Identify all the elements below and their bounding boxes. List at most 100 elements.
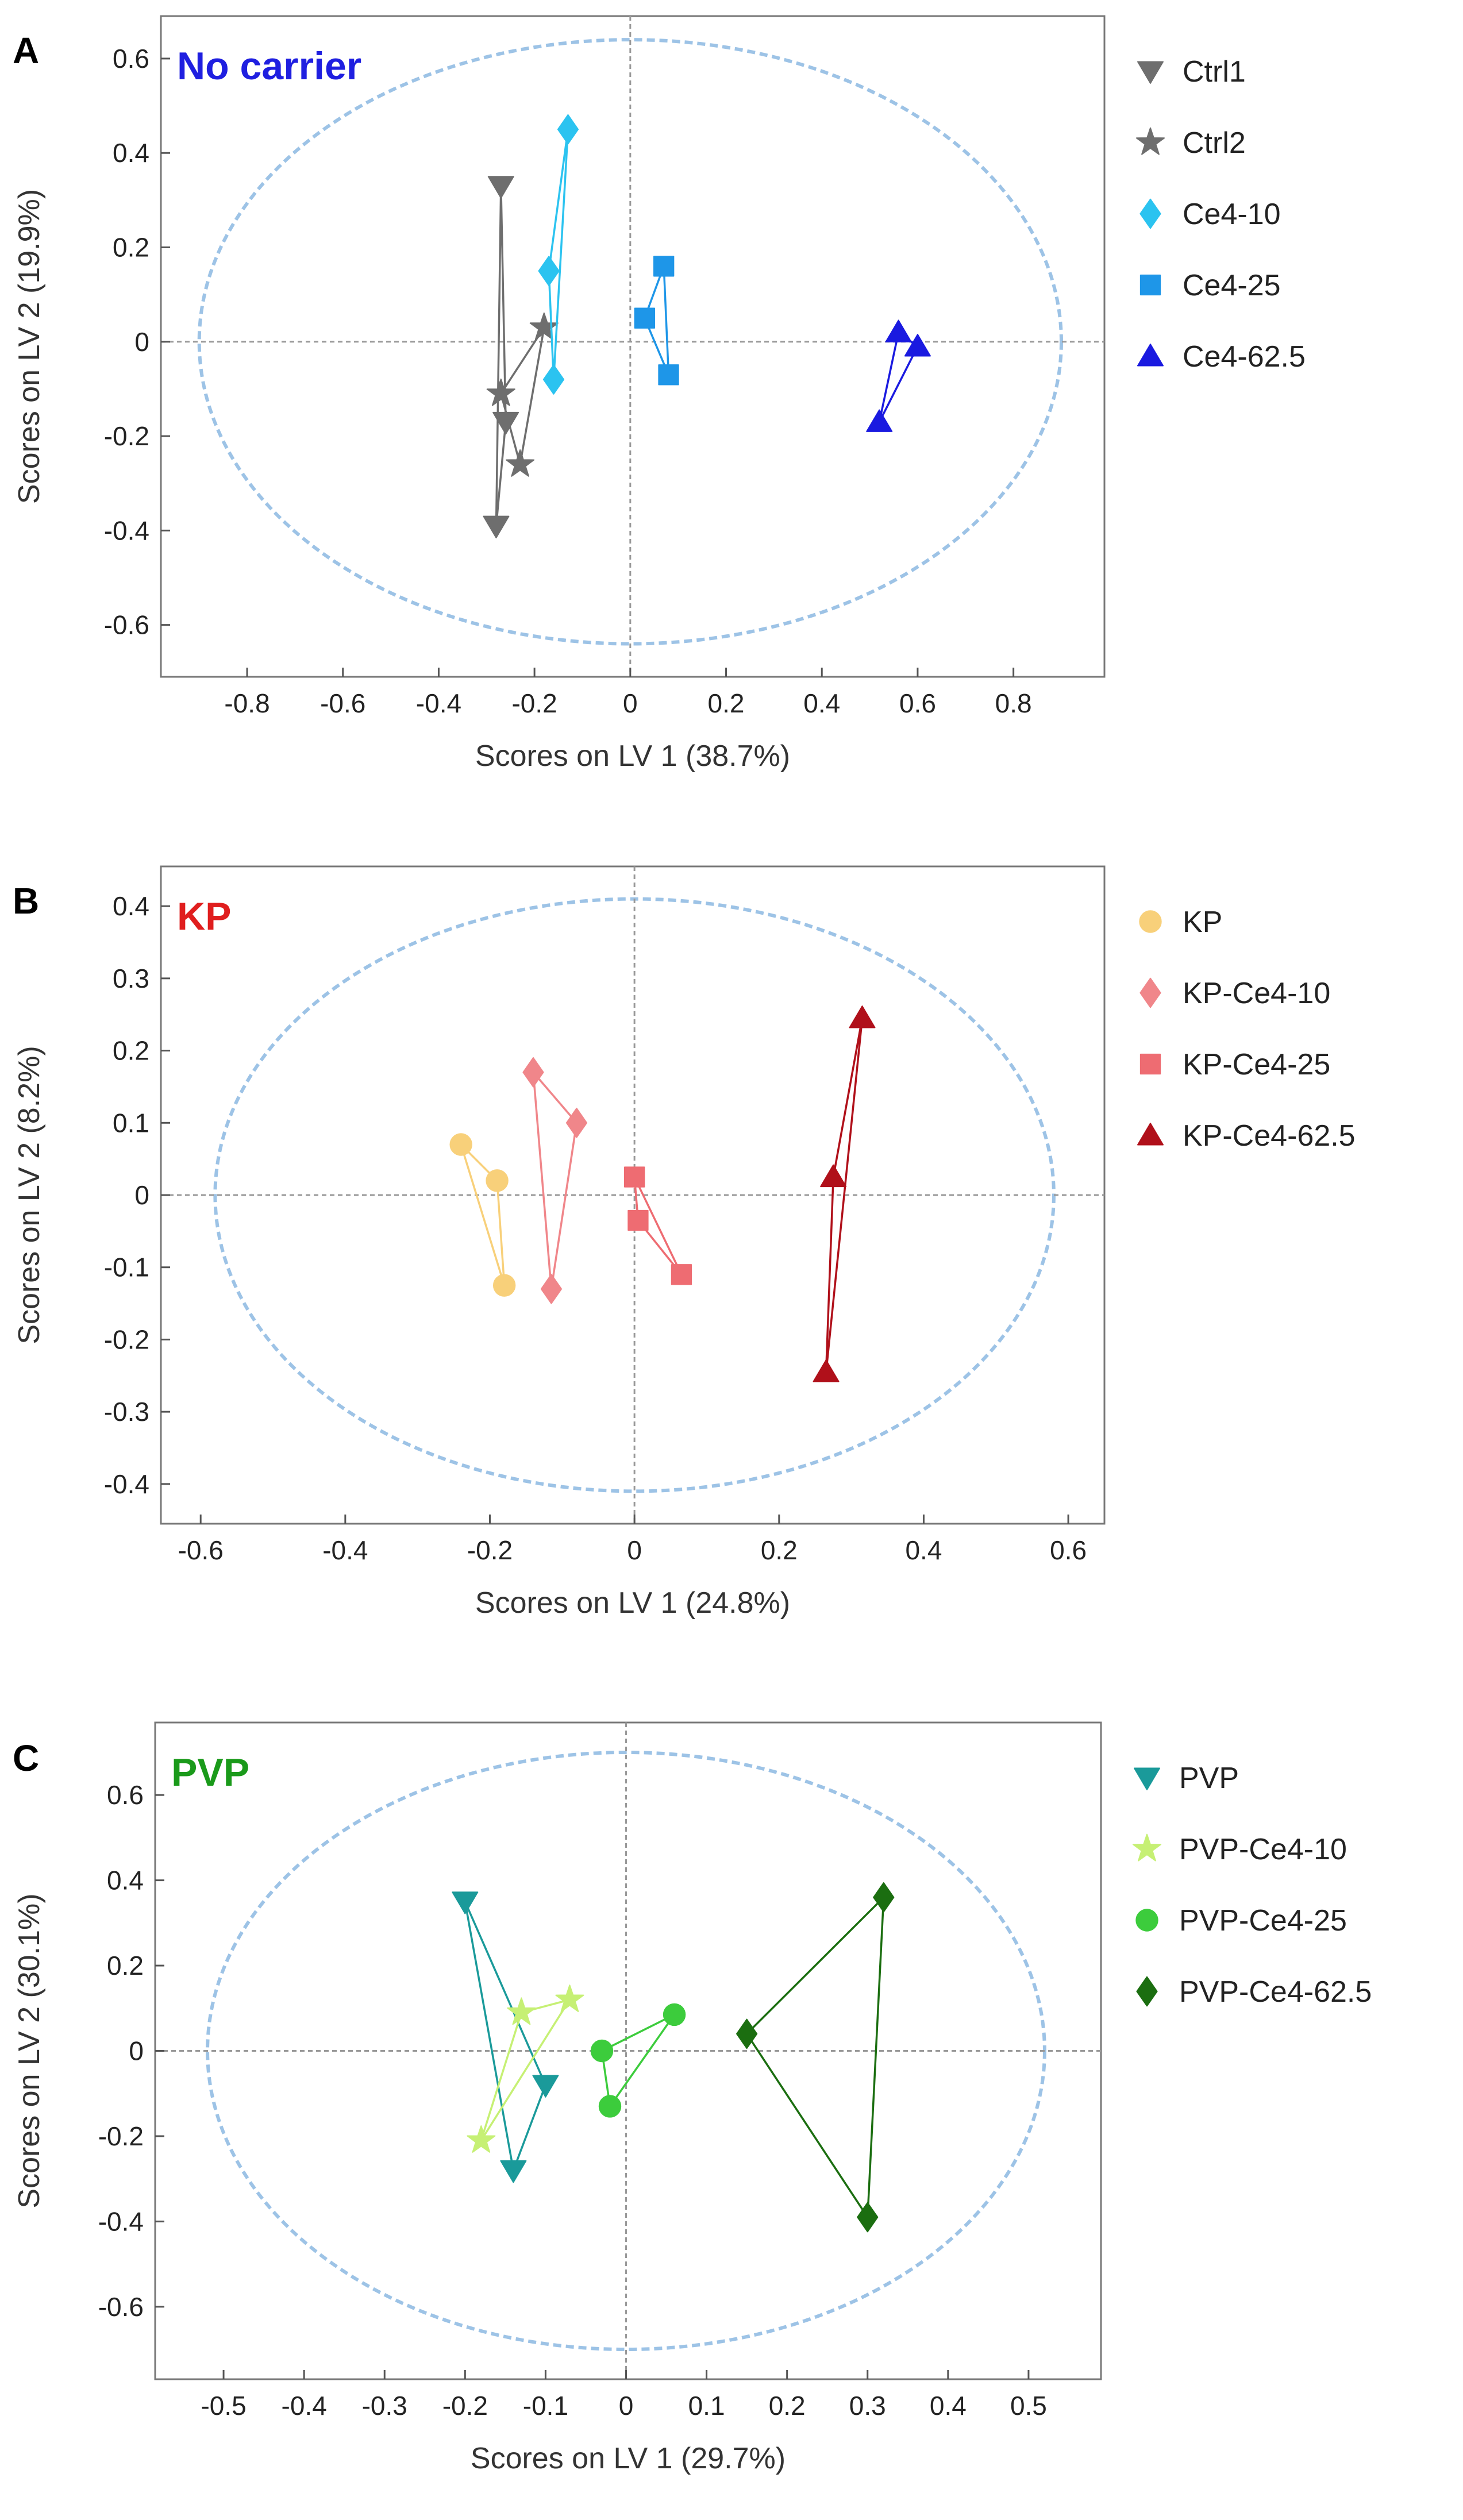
legend-label: KP-Ce4-10 — [1183, 977, 1330, 1010]
panel-title: PVP — [171, 1751, 249, 1794]
data-point — [904, 334, 931, 357]
data-point — [671, 1264, 692, 1285]
data-point — [658, 364, 679, 386]
x-tick-label: -0.5 — [201, 2391, 246, 2421]
data-point — [540, 1274, 563, 1304]
legend-label: Ce4-62.5 — [1183, 340, 1306, 373]
legend-marker — [1132, 1833, 1162, 1862]
x-axis-label: Scores on LV 1 (29.7%) — [471, 2442, 786, 2475]
data-point — [873, 1882, 895, 1913]
series-outline — [825, 1018, 864, 1373]
legend: PVP PVP-Ce4-10 PVP-Ce4-25 PVP-Ce4-62.5 — [1132, 1762, 1372, 2009]
data-point — [885, 319, 912, 342]
series-outline — [633, 1176, 683, 1276]
x-tick-label: -0.2 — [511, 688, 557, 718]
data-point — [590, 2039, 614, 2063]
data-point — [820, 1164, 847, 1188]
data-point — [634, 307, 655, 329]
series-outline — [499, 327, 545, 465]
confidence-ellipse — [197, 38, 1063, 646]
x-axis-label: Scores on LV 1 (38.7%) — [475, 739, 790, 773]
series-ce4-25 — [634, 256, 679, 386]
data-point — [467, 2125, 496, 2153]
data-point — [623, 1166, 645, 1188]
plot-frame — [160, 15, 1106, 678]
legend-marker — [1137, 61, 1164, 84]
y-tick-label: 0.4 — [113, 891, 149, 921]
legend-marker — [1139, 910, 1162, 933]
legend-marker — [1139, 977, 1161, 1008]
y-tick-label: 0.2 — [107, 1951, 144, 1980]
data-point — [486, 1169, 509, 1192]
y-tick-label: 0.1 — [113, 1108, 149, 1138]
panel-c: C -0.5 -0.4 -0.3 -0.2 -0.1 0 0.1 0.2 0.3 0.4 0.5 -0.… — [13, 1721, 1372, 2475]
data-point — [507, 1997, 536, 2025]
panel-a: A -0.8 -0.6 -0.4 -0.2 0 0.2 0.4 0.6 0.8 -0.6 -0.4 -0… — [13, 15, 1306, 773]
y-tick-label: -0.1 — [104, 1253, 149, 1282]
legend-marker — [1137, 1123, 1164, 1146]
x-tick-label: 0.2 — [761, 1535, 798, 1565]
legend-label: KP-Ce4-62.5 — [1183, 1119, 1356, 1153]
data-point — [542, 364, 565, 395]
y-tick-label: 0.3 — [113, 964, 149, 993]
series-kp-ce4-10 — [522, 1057, 588, 1304]
series-pvp-ce4-62-5 — [736, 1882, 895, 2233]
y-tick-label: -0.4 — [104, 1469, 149, 1499]
data-point — [538, 256, 560, 286]
legend-label: Ctrl2 — [1183, 126, 1246, 160]
data-point — [598, 2095, 622, 2118]
y-tick-label: 0 — [134, 327, 149, 357]
legend-marker — [1139, 274, 1161, 296]
legend-marker — [1139, 1053, 1161, 1075]
legend: KP KP-Ce4-10 KP-Ce4-25 KP-Ce4-62.5 — [1137, 905, 1356, 1153]
panel-label: C — [13, 1737, 39, 1779]
data-point — [506, 449, 535, 477]
x-tick-label: 0.8 — [995, 688, 1032, 718]
data-point — [492, 1274, 516, 1297]
y-axis-label: Scores on LV 2 (8.2%) — [13, 1046, 46, 1344]
data-point — [555, 1985, 584, 2012]
series-kp-ce4-25 — [623, 1166, 692, 1285]
x-tick-label: -0.4 — [416, 688, 461, 718]
legend-label: PVP — [1179, 1762, 1239, 1795]
series-pvp-ce4-25 — [590, 2003, 686, 2118]
data-point — [529, 312, 559, 340]
series-outline — [480, 1998, 572, 2141]
plot-frame — [154, 1721, 1102, 2380]
data-point — [500, 2160, 527, 2183]
y-tick-label: -0.2 — [104, 1324, 149, 1354]
series-outline — [532, 1069, 578, 1289]
panel-label: B — [13, 880, 39, 922]
y-tick-label: 0.6 — [113, 44, 149, 74]
panel-b: B -0.6 -0.4 -0.2 0 0.2 0.4 0.6 -0.4 -0.3 -0.2 -0.1 0… — [13, 865, 1356, 1620]
x-tick-label: 0.6 — [1050, 1535, 1087, 1565]
data-point — [736, 2018, 758, 2049]
x-tick-label: 0 — [627, 1535, 642, 1565]
legend-marker — [1139, 198, 1161, 229]
x-tick-label: 0.3 — [849, 2391, 886, 2421]
data-point — [866, 409, 893, 432]
y-tick-label: 0.6 — [107, 1780, 144, 1810]
legend-label: PVP-Ce4-25 — [1179, 1904, 1347, 1937]
y-tick-label: 0.2 — [113, 1036, 149, 1066]
series-outline — [600, 2013, 675, 2109]
plot-frame — [160, 865, 1106, 1525]
x-tick-label: -0.2 — [442, 2391, 488, 2421]
data-point — [486, 378, 515, 406]
panel-title: No carrier — [177, 44, 361, 88]
x-tick-label: -0.3 — [362, 2391, 407, 2421]
y-tick-label: 0 — [129, 2036, 144, 2066]
legend-label: Ce4-25 — [1183, 269, 1281, 302]
legend-marker — [1136, 1976, 1158, 2007]
y-tick-label: 0.4 — [107, 1866, 144, 1895]
x-tick-label: -0.2 — [467, 1535, 513, 1565]
series-outline — [745, 1894, 885, 2221]
x-tick-label: 0.1 — [688, 2391, 725, 2421]
legend-marker — [1137, 344, 1164, 367]
legend: Ctrl1 Ctrl2 Ce4-10 Ce4-25 Ce4-62.5 — [1135, 55, 1306, 373]
x-tick-label: 0.5 — [1010, 2391, 1047, 2421]
series-ce4-62-5 — [866, 319, 931, 432]
data-point — [565, 1107, 588, 1138]
series-ctrl1 — [483, 176, 519, 539]
x-axis-label: Scores on LV 1 (24.8%) — [475, 1586, 790, 1620]
